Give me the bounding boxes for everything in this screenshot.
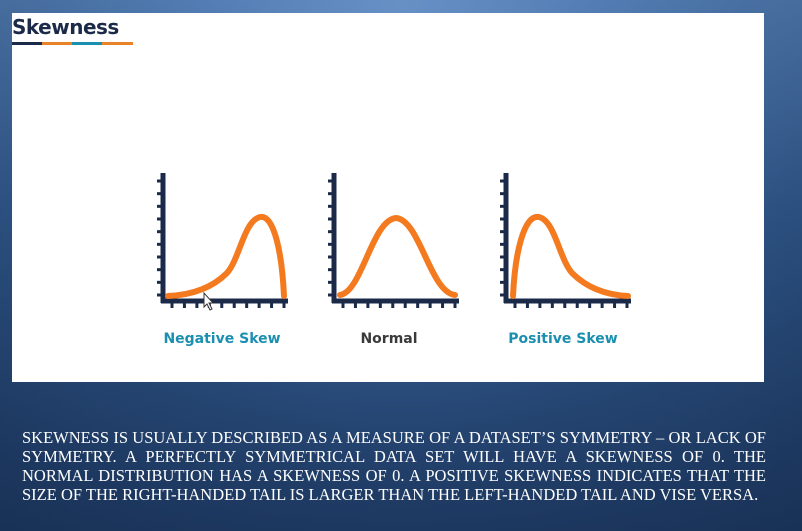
slide-panel: Skewness [12,13,764,382]
normal-axes [328,173,459,308]
skewness-diagrams [157,173,631,311]
negative-skew-curve [165,214,287,299]
normal-label: Normal [360,331,418,347]
negative-skew-axes [157,173,288,308]
title-underline-segment-2 [42,42,72,45]
title-underline-segment-1 [12,42,42,45]
slide-title: Skewness [12,15,119,39]
positive-skew-label: Positive Skew [508,331,618,347]
title-underline-segment-4 [102,42,133,45]
positive-skew-chart [500,173,631,308]
positive-skew-axes [500,173,631,308]
skewness-description: SKEWNESS IS USUALLY DESCRIBED AS A MEASU… [22,428,766,504]
mouse-cursor-icon [203,291,215,311]
negative-skew-chart [157,173,288,308]
normal-curve [337,214,458,298]
normal-chart [328,173,459,308]
title-underline-segment-3 [72,42,102,45]
positive-skew-curve [510,214,631,299]
negative-skew-label: Negative Skew [163,331,281,347]
